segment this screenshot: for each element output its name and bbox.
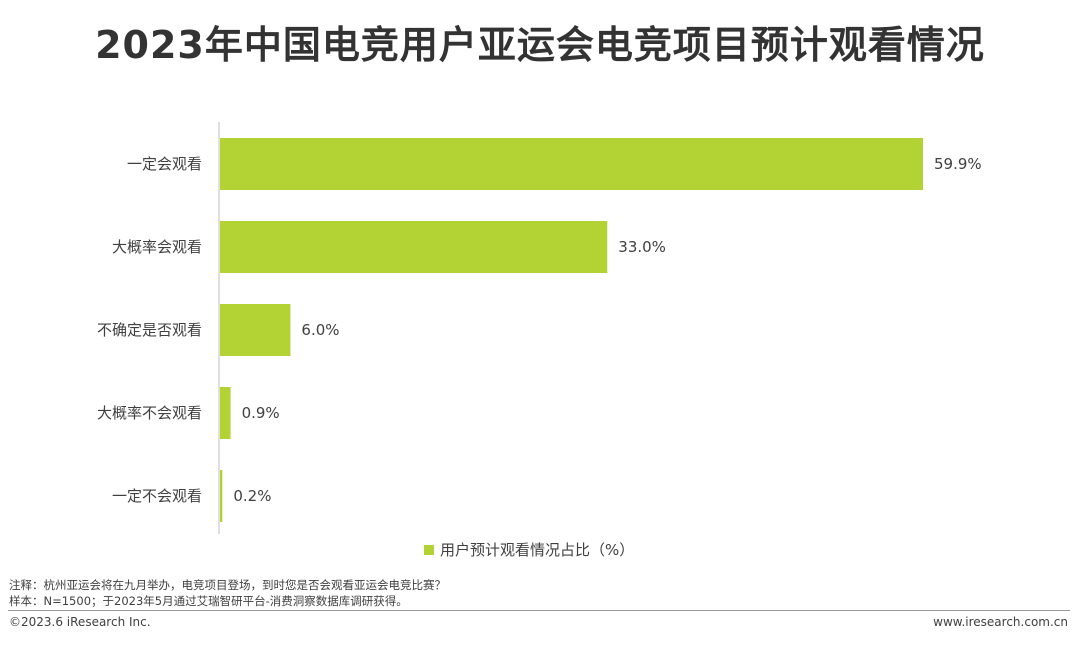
value-label: 0.2% xyxy=(233,487,271,505)
bar-1 xyxy=(220,138,923,190)
category-label: 大概率不会观看 xyxy=(97,404,202,422)
value-label: 33.0% xyxy=(618,238,666,256)
value-label: 0.9% xyxy=(242,404,280,422)
legend-swatch xyxy=(424,544,434,555)
legend: 用户预计观看情况占比（%） xyxy=(424,539,634,560)
category-label: 不确定是否观看 xyxy=(97,321,202,339)
bar-4 xyxy=(220,387,231,439)
bar-chart: 一定会观看 59.9% 大概率会观看 33.0% 不确定是否观看 6.0% 大概率不会观看 0… xyxy=(97,122,982,534)
legend-label: 用户预计观看情况占比（%） xyxy=(440,541,635,559)
category-label: 一定会观看 xyxy=(127,155,202,173)
bar-2 xyxy=(220,221,608,273)
bar-3 xyxy=(220,304,291,356)
website-link[interactable]: www.iresearch.com.cn xyxy=(933,615,1068,629)
notes: 注释：杭州亚运会将在九月举办，电竞项目登场，到时您是否会观看亚运会电竞比赛？ 样… xyxy=(9,577,446,609)
value-label: 59.9% xyxy=(934,155,982,173)
copyright: ©2023.6 iResearch Inc. xyxy=(9,615,151,629)
category-label: 大概率会观看 xyxy=(112,238,202,256)
value-label: 6.0% xyxy=(301,321,339,339)
chart-title: 2023年中国电竞用户亚运会电竞项目预计观看情况 xyxy=(95,23,985,67)
sample-line: 样本：N=1500；于2023年5月通过艾瑞智研平台-消费洞察数据库调研获得。 xyxy=(9,594,408,608)
category-label: 一定不会观看 xyxy=(112,487,202,505)
bar-5 xyxy=(220,470,223,522)
footer-divider xyxy=(8,610,1070,611)
note-line: 注释：杭州亚运会将在九月举办，电竞项目登场，到时您是否会观看亚运会电竞比赛？ xyxy=(9,578,446,592)
